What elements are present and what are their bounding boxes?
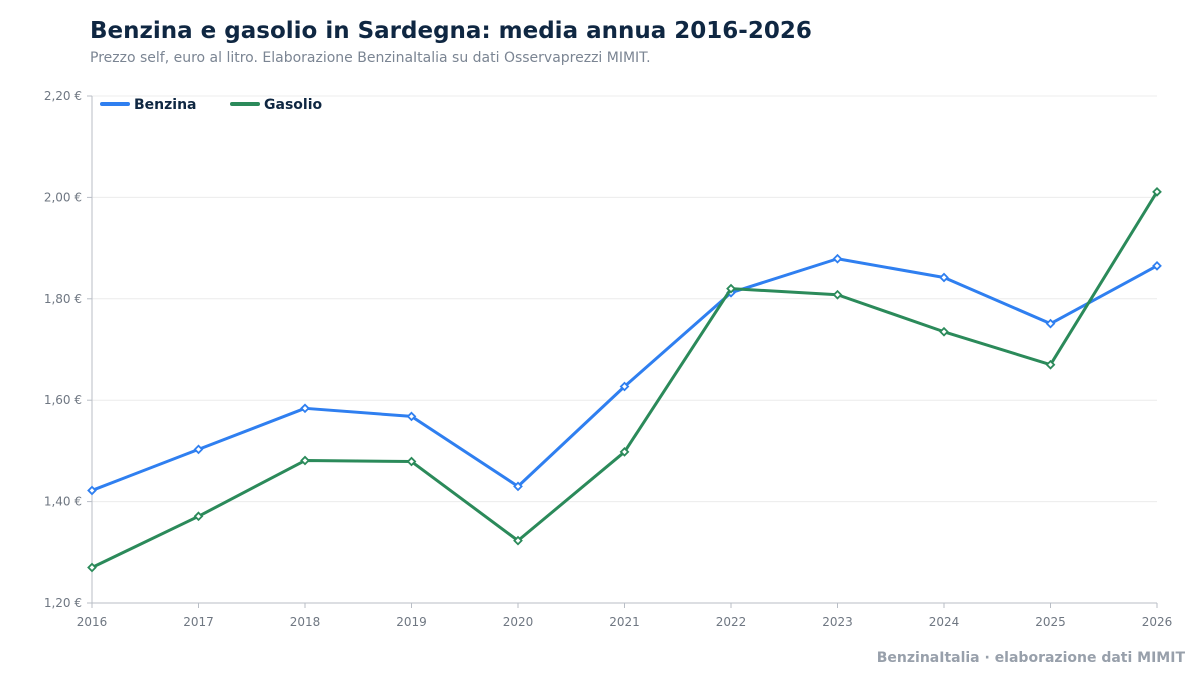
x-axis-ticks: 2016 2017 2018 2019 2020 2021 2022 2023 2024 2025… bbox=[77, 603, 1173, 629]
x-tick-label: 2024 bbox=[929, 615, 960, 629]
x-tick-label: 2022 bbox=[716, 615, 747, 629]
y-tick-label: 1,40 € bbox=[44, 495, 82, 509]
data-point bbox=[619, 381, 630, 392]
series-gasolio bbox=[87, 186, 1162, 573]
data-point bbox=[1045, 359, 1056, 370]
x-tick-label: 2019 bbox=[396, 615, 427, 629]
data-point bbox=[300, 455, 310, 466]
legend: Benzina Gasolio bbox=[100, 97, 322, 113]
data-point bbox=[832, 289, 843, 300]
data-point bbox=[300, 403, 310, 414]
data-point bbox=[832, 253, 843, 264]
data-point bbox=[406, 411, 417, 422]
data-point bbox=[193, 444, 204, 455]
data-point bbox=[513, 481, 523, 492]
y-tick-label: 1,80 € bbox=[44, 292, 82, 306]
data-point bbox=[939, 326, 949, 337]
data-point bbox=[513, 535, 523, 546]
y-axis-ticks: 1,20 € 1,40 € 1,60 € 1,80 € 2,00 € 2,20 € bbox=[44, 89, 92, 610]
series-benzina bbox=[87, 253, 1162, 496]
chart-title: Benzina e gasolio in Sardegna: media ann… bbox=[90, 18, 812, 44]
series-lines bbox=[87, 186, 1162, 573]
legend-item-gasolio: Gasolio bbox=[230, 97, 322, 113]
data-point bbox=[406, 456, 417, 467]
legend-label: Benzina bbox=[134, 97, 197, 113]
source-credit: BenzinaItalia · elaborazione dati MIMIT bbox=[876, 650, 1185, 666]
legend-label: Gasolio bbox=[264, 97, 322, 113]
x-tick-label: 2020 bbox=[503, 615, 534, 629]
y-tick-label: 1,60 € bbox=[44, 393, 82, 407]
y-tick-label: 2,00 € bbox=[44, 190, 82, 204]
data-point bbox=[1152, 260, 1162, 271]
legend-item-benzina: Benzina bbox=[100, 97, 197, 113]
data-point bbox=[193, 511, 204, 522]
x-tick-label: 2016 bbox=[77, 615, 108, 629]
data-point bbox=[939, 272, 949, 283]
chart-subtitle: Prezzo self, euro al litro. Elaborazione… bbox=[90, 50, 651, 66]
y-tick-label: 1,20 € bbox=[44, 596, 82, 610]
x-tick-label: 2026 bbox=[1142, 615, 1173, 629]
data-point bbox=[87, 485, 97, 496]
x-tick-label: 2021 bbox=[609, 615, 640, 629]
data-point bbox=[726, 283, 736, 294]
series-line-gasolio bbox=[90, 190, 1159, 570]
data-point bbox=[1045, 318, 1056, 329]
x-tick-label: 2023 bbox=[822, 615, 853, 629]
data-point bbox=[87, 562, 97, 573]
x-tick-label: 2017 bbox=[183, 615, 214, 629]
x-tick-label: 2018 bbox=[290, 615, 321, 629]
y-tick-label: 2,20 € bbox=[44, 89, 82, 103]
x-tick-label: 2025 bbox=[1035, 615, 1066, 629]
data-point bbox=[619, 447, 630, 457]
data-point bbox=[1152, 186, 1162, 197]
